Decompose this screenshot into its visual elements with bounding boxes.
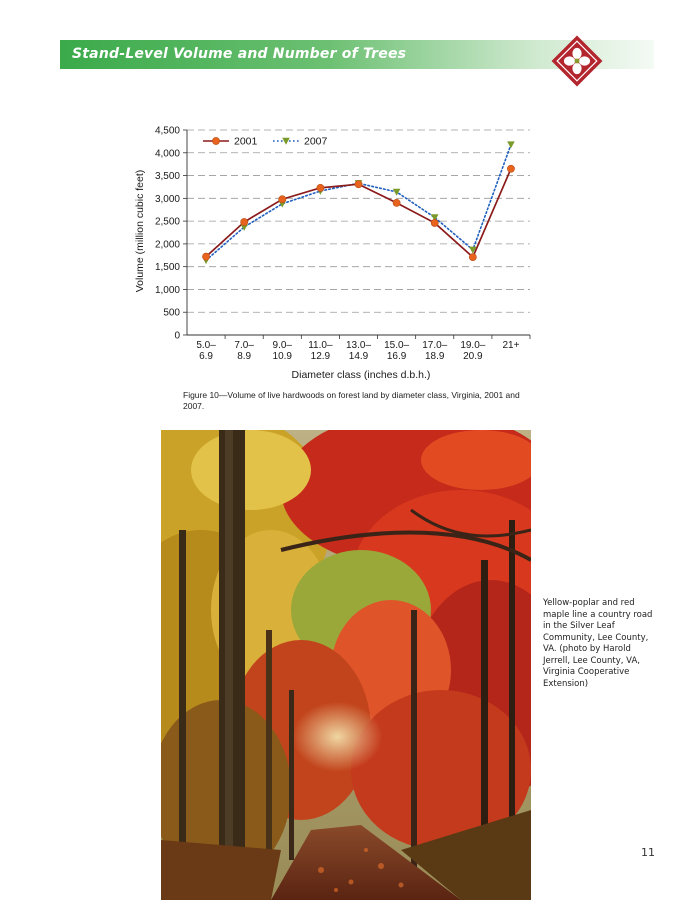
data-point-2001	[202, 252, 210, 261]
x-tick-label: 7.0– 8.9	[234, 340, 254, 362]
x-tick-label: 5.0– 6.9	[196, 340, 216, 362]
photo-caption: Yellow-poplar and red maple line a count…	[543, 598, 653, 689]
y-tick-label: 3,000	[155, 194, 180, 205]
x-tick-label: 11.0– 12.9	[308, 340, 333, 362]
dogwood-flower-diamond-icon	[551, 35, 603, 87]
data-point-2007	[430, 214, 439, 222]
x-tick-label: 9.0– 10.9	[273, 340, 293, 362]
x-tick-label: 21+	[502, 340, 519, 351]
x-tick-label: 15.0– 16.9	[384, 340, 409, 362]
y-tick-label: 2,500	[155, 217, 180, 228]
data-point-2001	[468, 253, 477, 261]
x-tick-label: 13.0– 14.9	[346, 340, 371, 362]
x-tick-label: 17.0– 18.9	[422, 340, 447, 362]
page-number: 11	[641, 846, 655, 859]
legend-marker-2001	[212, 137, 220, 145]
section-title: Stand-Level Volume and Number of Trees	[72, 46, 407, 62]
volume-chart: 0 500 1,000 1,500 2,000 2,500 3,000 3,500 4,000 4…	[125, 115, 545, 385]
data-point-2007	[392, 188, 401, 196]
data-point-2001	[316, 183, 325, 192]
y-tick-label: 4,000	[155, 148, 180, 159]
series-line-2007	[205, 143, 512, 262]
section-header-band: Stand-Level Volume and Number of Trees	[60, 40, 654, 69]
data-point-2001	[507, 164, 515, 173]
x-tick-label: 19.0– 20.9	[460, 340, 485, 362]
data-point-2001	[392, 198, 401, 207]
data-point-2007	[240, 223, 248, 231]
data-point-2001	[278, 195, 287, 204]
figure-caption: Figure 10—Volume of live hardwoods on fo…	[183, 390, 520, 411]
y-tick-label: 4,500	[155, 126, 180, 137]
legend-marker-2007	[282, 137, 290, 145]
y-tick-label: 2,000	[155, 239, 180, 250]
y-axis-label: Volume (million cubic feet)	[134, 170, 146, 293]
y-tick-label: 1,000	[155, 285, 180, 296]
x-axis-label: Diameter class (inches d.b.h.)	[292, 369, 431, 381]
chart-svg: 0 500 1,000 1,500 2,000 2,500 3,000 3,500 4,000 4…	[134, 126, 531, 381]
legend-label-2007: 2007	[304, 136, 328, 148]
data-point-2001	[354, 180, 363, 189]
autumn-forest-road-photo	[161, 430, 531, 900]
y-tick-label: 500	[163, 308, 180, 319]
data-point-2007	[507, 141, 515, 149]
data-point-2007	[469, 246, 477, 254]
y-tick-label: 3,500	[155, 171, 180, 182]
data-point-2001	[240, 218, 249, 226]
legend-label-2001: 2001	[234, 136, 258, 148]
data-point-2001	[430, 219, 439, 227]
y-tick-label: 1,500	[155, 262, 180, 273]
y-tick-label: 0	[174, 331, 180, 342]
